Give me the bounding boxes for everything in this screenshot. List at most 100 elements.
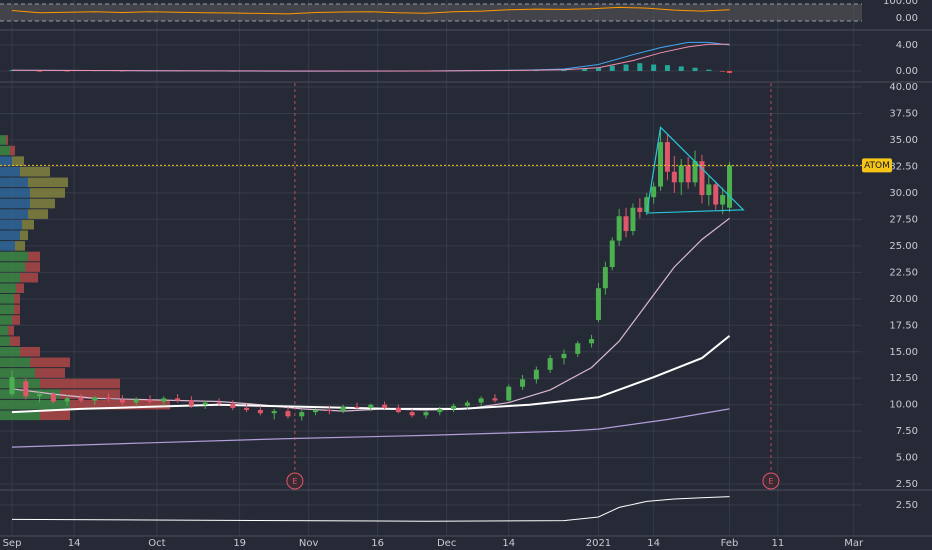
candle-body bbox=[188, 400, 194, 406]
candle-body bbox=[685, 165, 691, 183]
candle-body bbox=[9, 377, 15, 395]
candle-body bbox=[395, 407, 401, 413]
candle-body bbox=[106, 397, 112, 400]
candle-body bbox=[133, 399, 139, 403]
volume-profile-up bbox=[0, 156, 12, 166]
x-tick-label: 14 bbox=[68, 538, 81, 549]
macd-signal-line bbox=[11, 43, 730, 72]
y-tick-label: 2.50 bbox=[896, 500, 918, 511]
volume-profile-down bbox=[40, 378, 120, 389]
candle-body bbox=[50, 394, 56, 402]
x-tick-label: 19 bbox=[233, 538, 246, 549]
candle-body bbox=[230, 403, 236, 408]
candle-body bbox=[678, 165, 684, 183]
volume-profile-up bbox=[0, 283, 16, 294]
candle-body bbox=[630, 207, 636, 232]
y-tick-label: 20.00 bbox=[889, 294, 918, 305]
x-tick-label: 11 bbox=[771, 538, 784, 549]
x-tick-label: 2021 bbox=[586, 538, 611, 549]
y-tick-label: 25.00 bbox=[889, 241, 918, 252]
volume-profile-up bbox=[0, 219, 22, 230]
macd-histogram-bar bbox=[595, 67, 601, 71]
volume-profile-up bbox=[0, 378, 40, 389]
volume-profile-up bbox=[0, 209, 28, 219]
x-tick-label: Mar bbox=[844, 538, 864, 549]
volume-profile-up bbox=[0, 357, 30, 368]
moving-average bbox=[11, 335, 731, 414]
volume-profile-down bbox=[15, 241, 25, 251]
x-tick-label: 16 bbox=[371, 538, 384, 549]
y-tick-label: 27.50 bbox=[889, 214, 918, 225]
volume-profile-down bbox=[14, 304, 20, 315]
candle-body bbox=[533, 369, 539, 380]
volume-profile-up bbox=[0, 325, 8, 336]
earnings-label: E bbox=[768, 477, 773, 486]
candle-body bbox=[37, 394, 43, 397]
volume-profile-up bbox=[0, 135, 6, 145]
macd-histogram-bar bbox=[637, 63, 643, 71]
candle-body bbox=[609, 240, 615, 268]
volume-profile-down bbox=[20, 230, 28, 241]
candle-body bbox=[78, 398, 84, 401]
macd-histogram-bar bbox=[706, 69, 712, 71]
candle-body bbox=[637, 207, 643, 212]
y-tick-label: 12.50 bbox=[889, 373, 918, 384]
candle-body bbox=[216, 402, 222, 404]
candle-body bbox=[147, 399, 153, 402]
volume-profile-up bbox=[0, 410, 40, 421]
volume-profile-up bbox=[0, 145, 10, 156]
candle-body bbox=[644, 197, 650, 212]
macd-histogram-bar bbox=[678, 66, 684, 71]
x-tick-label: 14 bbox=[647, 538, 660, 549]
volume-profile-down bbox=[30, 198, 55, 209]
macd-histogram-bar bbox=[37, 70, 43, 72]
volume-profile-down bbox=[20, 346, 40, 357]
candle-body bbox=[720, 195, 726, 205]
macd-histogram-bar bbox=[692, 67, 698, 71]
earnings-marker bbox=[762, 472, 780, 490]
x-tick-label: Dec bbox=[437, 538, 456, 549]
y-tick-label: 0.00 bbox=[896, 66, 918, 77]
volume-profile-up bbox=[0, 294, 14, 304]
macd-histogram-bar bbox=[623, 64, 629, 71]
y-tick-label: 22.50 bbox=[889, 267, 918, 278]
candle-body bbox=[651, 186, 657, 198]
price-label-box bbox=[862, 158, 892, 173]
candle-body bbox=[354, 406, 360, 408]
rsi-line bbox=[11, 6, 730, 15]
candle-body bbox=[506, 386, 512, 401]
candle-body bbox=[409, 412, 415, 416]
volume-profile-down bbox=[28, 177, 68, 188]
candle-body bbox=[713, 184, 719, 205]
candle-body bbox=[299, 412, 305, 417]
volume-profile-down bbox=[10, 336, 20, 346]
y-tick-label: 35.00 bbox=[889, 135, 918, 146]
candle-body bbox=[271, 411, 277, 414]
candle-body bbox=[202, 402, 208, 405]
x-tick-label: Oct bbox=[148, 538, 165, 549]
candle-body bbox=[285, 411, 291, 417]
volume-profile-down bbox=[16, 283, 24, 294]
volume-profile-up bbox=[0, 177, 28, 188]
volume-profile-up bbox=[0, 262, 25, 272]
volume-profile-down bbox=[70, 399, 170, 410]
macd-histogram-bar bbox=[727, 70, 733, 73]
macd-histogram-bar bbox=[609, 65, 615, 71]
y-tick-label: 100.00 bbox=[883, 0, 918, 7]
candle-body bbox=[451, 405, 457, 409]
macd-histogram-bar bbox=[561, 69, 567, 71]
volume-profile-down bbox=[25, 262, 40, 272]
atr-line bbox=[11, 496, 730, 522]
macd-histogram-bar bbox=[119, 70, 125, 72]
candle-body bbox=[575, 343, 581, 354]
candle-body bbox=[699, 161, 705, 196]
candle-body bbox=[547, 358, 553, 370]
macd-histogram-bar bbox=[582, 69, 588, 71]
y-tick-label: 5.00 bbox=[896, 453, 918, 464]
volume-profile-down bbox=[20, 166, 50, 177]
earnings-marker bbox=[286, 472, 304, 490]
y-tick-label: 30.00 bbox=[889, 188, 918, 199]
candle-body bbox=[92, 397, 98, 401]
